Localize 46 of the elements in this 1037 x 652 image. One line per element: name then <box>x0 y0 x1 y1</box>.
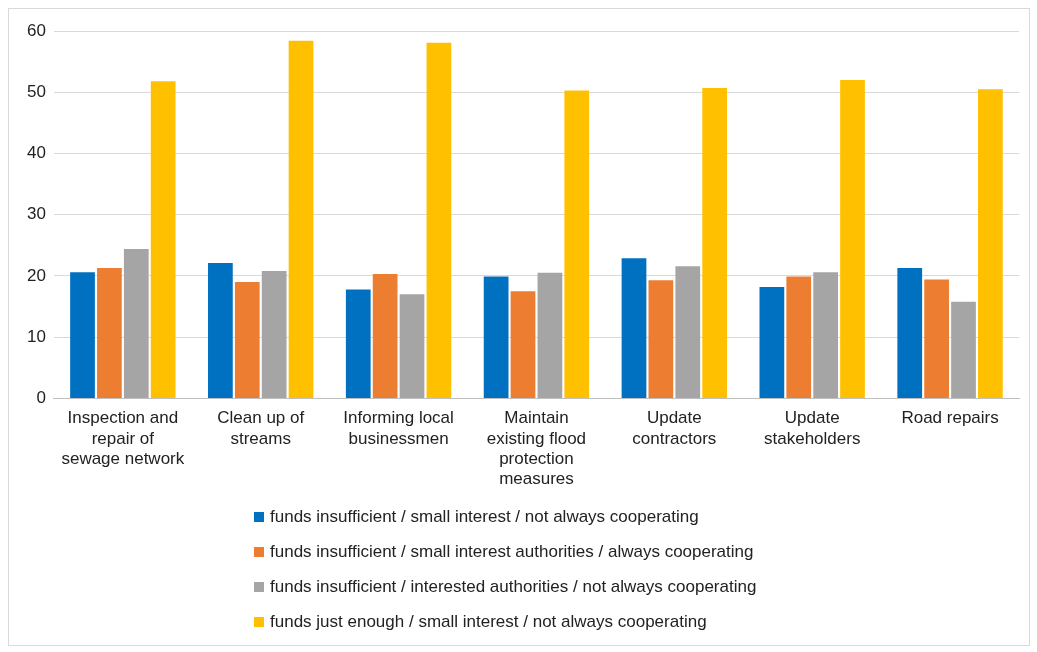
x-tick-label: Clean up of streams <box>217 408 305 448</box>
y-tick-label: 20 <box>26 265 46 285</box>
y-tick-label: 30 <box>26 204 46 224</box>
bar <box>702 87 728 398</box>
bar <box>70 272 95 398</box>
bar <box>813 272 838 398</box>
bar <box>564 90 590 398</box>
bar <box>261 271 287 398</box>
y-tick-label: 40 <box>26 143 46 163</box>
bar <box>951 301 976 398</box>
y-tick-label: 0 <box>36 388 46 408</box>
bar <box>399 294 425 398</box>
bar <box>372 274 398 398</box>
y-tick-label: 10 <box>26 326 46 346</box>
legend-label: funds insufficient / small interest authorities / always cooperating <box>270 541 754 562</box>
bar <box>675 266 701 398</box>
bar <box>123 248 149 398</box>
bar <box>840 79 865 398</box>
bar <box>978 89 1003 398</box>
bar <box>208 263 233 398</box>
x-tick-label: Road repairs <box>901 408 999 428</box>
x-tick-label: Update contractors <box>632 408 717 448</box>
legend-label: funds insufficient / small interest / not always cooperating <box>270 506 699 527</box>
bar <box>97 267 122 398</box>
bar <box>234 282 260 398</box>
bar <box>150 81 176 398</box>
x-tick-label: Maintain existing flood protection measures <box>486 408 587 489</box>
bar <box>924 279 949 398</box>
bar <box>483 276 509 398</box>
bar <box>621 258 647 398</box>
x-tick-label: Inspection and repair of sewage network <box>61 408 185 469</box>
x-tick-label: Informing local businessmen <box>343 408 454 448</box>
bar <box>288 40 314 398</box>
y-tick-label: 60 <box>26 20 46 40</box>
bar <box>759 286 785 398</box>
bar <box>510 291 536 398</box>
x-tick-label: Update stakeholders <box>764 408 861 448</box>
bar <box>897 267 923 398</box>
y-tick-label: 50 <box>26 81 46 101</box>
legend-label: funds just enough / small interest / not always cooperating <box>270 611 707 632</box>
bar <box>426 42 452 398</box>
legend-label: funds insufficient / interested authorities / not always cooperating <box>270 576 757 597</box>
bar <box>537 272 563 398</box>
bar <box>786 276 812 398</box>
bar <box>345 289 371 398</box>
bar <box>648 280 674 398</box>
